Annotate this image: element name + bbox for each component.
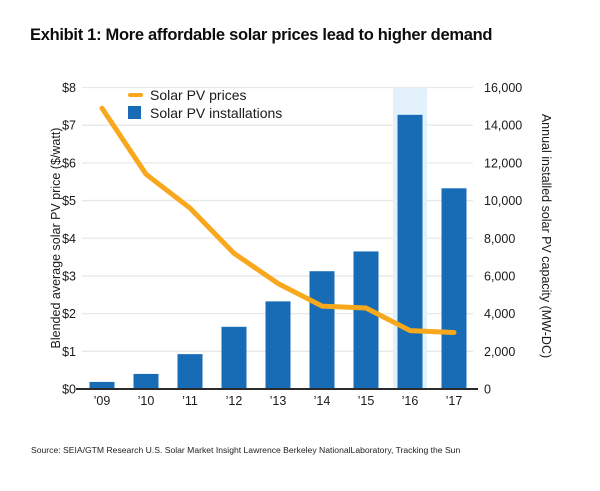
legend-item-prices: Solar PV prices — [128, 88, 282, 102]
svg-text:’10: ’10 — [138, 394, 155, 408]
chart-legend: Solar PV prices Solar PV installations — [128, 88, 282, 120]
legend-item-installations: Solar PV installations — [128, 106, 282, 120]
svg-text:$4: $4 — [62, 232, 76, 246]
svg-text:$6: $6 — [62, 156, 76, 170]
legend-label-prices: Solar PV prices — [150, 87, 247, 103]
price-line-swatch-icon — [128, 92, 143, 98]
svg-text:8,000: 8,000 — [484, 232, 515, 246]
svg-text:$5: $5 — [62, 194, 76, 208]
svg-text:$1: $1 — [62, 345, 76, 359]
right-axis-title: Annual installed solar PV capacity (MW-D… — [539, 113, 553, 359]
svg-text:12,000: 12,000 — [484, 156, 522, 170]
svg-text:’09: ’09 — [94, 394, 111, 408]
svg-text:10,000: 10,000 — [484, 194, 522, 208]
svg-text:2,000: 2,000 — [484, 345, 515, 359]
svg-text:6,000: 6,000 — [484, 269, 515, 283]
svg-text:$8: $8 — [62, 81, 76, 95]
svg-text:’14: ’14 — [314, 394, 331, 408]
left-axis-title: Blended average solar PV price ($/watt) — [49, 127, 63, 349]
svg-text:’11: ’11 — [182, 394, 198, 408]
svg-text:$0: $0 — [62, 383, 76, 397]
svg-text:’13: ’13 — [270, 394, 287, 408]
svg-text:$7: $7 — [62, 119, 76, 133]
chart-title: Exhibit 1: More affordable solar prices … — [30, 26, 493, 44]
svg-text:’16: ’16 — [402, 394, 419, 408]
svg-text:$3: $3 — [62, 269, 76, 283]
svg-text:4,000: 4,000 — [484, 307, 515, 321]
installations-bar-swatch-icon — [128, 106, 143, 119]
svg-text:14,000: 14,000 — [484, 119, 522, 133]
svg-text:16,000: 16,000 — [484, 81, 522, 95]
legend-label-installations: Solar PV installations — [150, 104, 283, 121]
source-note: Source: SEIA/GTM Research U.S. Solar Mar… — [31, 445, 461, 455]
svg-text:$2: $2 — [62, 307, 76, 321]
svg-text:’15: ’15 — [358, 394, 375, 408]
svg-text:’17: ’17 — [446, 394, 463, 408]
svg-text:’12: ’12 — [226, 394, 243, 408]
svg-text:0: 0 — [484, 383, 491, 397]
